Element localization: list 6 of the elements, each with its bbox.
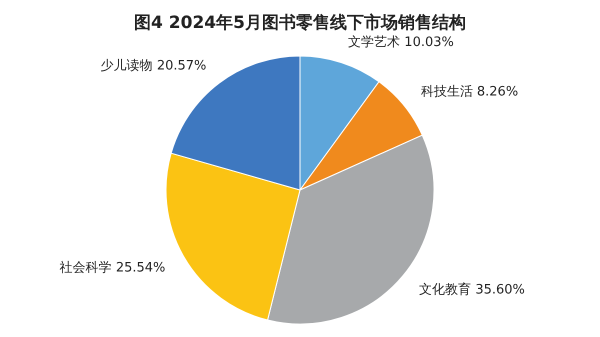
slice-label: 文化教育 35.60%: [419, 281, 525, 298]
slice-label: 社会科学 25.54%: [60, 260, 166, 276]
slice-label: 文学艺术 10.03%: [348, 34, 454, 50]
chart-title: 图4 2024年5月图书零售线下市场销售结构: [134, 13, 466, 33]
slice-label: 少儿读物 20.57%: [100, 58, 206, 74]
slice-label: 科技生活 8.26%: [420, 84, 518, 100]
